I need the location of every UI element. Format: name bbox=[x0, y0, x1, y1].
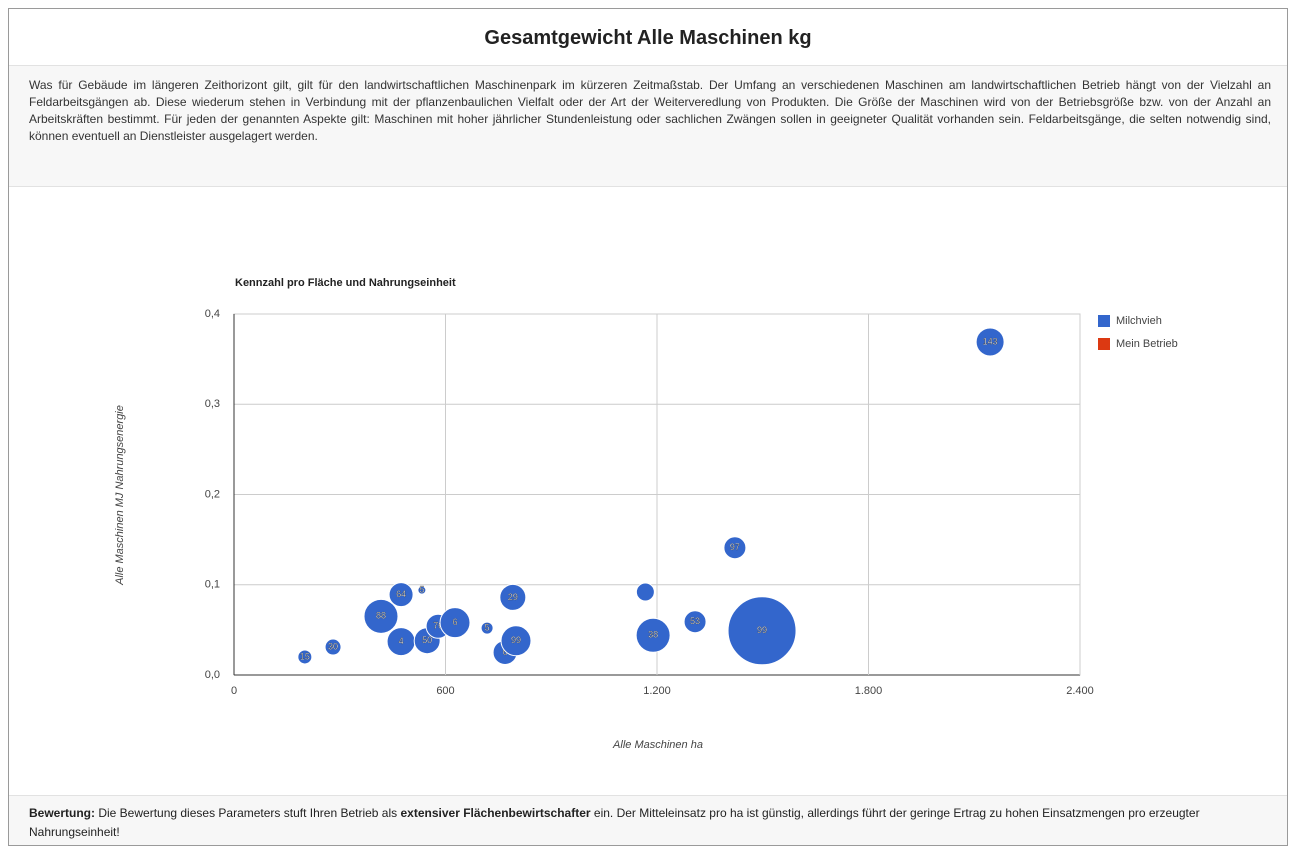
x-tick-label: 1.200 bbox=[643, 685, 671, 697]
x-tick-label: 600 bbox=[436, 685, 454, 697]
bubble bbox=[500, 625, 532, 657]
bubble-label: 6 bbox=[503, 647, 508, 657]
bubble-label: 29 bbox=[508, 592, 518, 602]
bubble bbox=[975, 327, 1005, 357]
bubble bbox=[635, 582, 655, 602]
y-tick-label: 0,4 bbox=[205, 308, 220, 320]
chart-title: Kennzahl pro Fläche und Nahrungseinheit bbox=[235, 277, 456, 289]
bubble-label: 99 bbox=[511, 635, 521, 645]
legend-label: Milchvieh bbox=[1116, 315, 1162, 327]
y-tick-label: 0,3 bbox=[205, 398, 220, 410]
bubble bbox=[388, 582, 414, 608]
y-tick-label: 0,2 bbox=[205, 488, 220, 500]
rating-text: ein. Der Mitteleinsatz pro ha ist günsti… bbox=[29, 806, 1200, 839]
bubble-label: 15 bbox=[300, 651, 310, 661]
bubble-label: 50 bbox=[422, 635, 432, 645]
x-axis-label: Alle Maschinen ha bbox=[612, 739, 703, 751]
description: Was für Gebäude im längeren Zeithorizont… bbox=[9, 65, 1287, 187]
bubble bbox=[297, 649, 313, 665]
bubble bbox=[324, 638, 342, 656]
bubble bbox=[417, 585, 427, 595]
rating-label: Bewertung: bbox=[29, 806, 95, 820]
bubble bbox=[683, 610, 707, 634]
bubble-label: 143 bbox=[983, 336, 998, 346]
bubble-label: 88 bbox=[376, 611, 386, 621]
bubble-label: 4 bbox=[399, 636, 404, 646]
legend-swatch bbox=[1098, 338, 1110, 350]
x-tick-label: 2.400 bbox=[1066, 685, 1094, 697]
bubble-label: 6 bbox=[453, 617, 458, 627]
rating-highlight: extensiver Flächenbewirtschafter bbox=[400, 806, 591, 820]
bubble bbox=[635, 617, 671, 653]
y-tick-label: 0,0 bbox=[205, 669, 220, 681]
bubble-label: 53 bbox=[690, 616, 700, 626]
bubble bbox=[363, 598, 399, 634]
page-title: Gesamtgewicht Alle Maschinen kg bbox=[484, 27, 812, 49]
bubble bbox=[480, 621, 494, 635]
y-axis-label: Alle Maschinen MJ Nahrungsenergie bbox=[114, 405, 126, 586]
bubble bbox=[499, 583, 527, 611]
bubble-label: 99 bbox=[757, 625, 767, 635]
x-tick-label: 0 bbox=[231, 685, 237, 697]
bubble-label: 97 bbox=[730, 542, 740, 552]
bubble bbox=[727, 596, 797, 666]
bubble-label: 38 bbox=[648, 630, 658, 640]
bubble-label: 30 bbox=[328, 641, 338, 651]
page-frame: Gesamtgewicht Alle Maschinen kg Was für … bbox=[8, 8, 1288, 846]
bubble bbox=[439, 607, 471, 639]
bubble-label: 76 bbox=[433, 621, 443, 631]
legend-label: Mein Betrieb bbox=[1116, 338, 1178, 350]
bubble-label: 5 bbox=[419, 585, 424, 595]
y-tick-label: 0,1 bbox=[205, 579, 220, 591]
rating-text: Die Bewertung dieses Parameters stuft Ih… bbox=[95, 806, 401, 820]
bubble bbox=[723, 536, 747, 560]
bubble-label: 5 bbox=[485, 622, 490, 632]
rating-box: Bewertung: Die Bewertung dieses Paramete… bbox=[9, 795, 1287, 845]
bubble-label: 64 bbox=[396, 589, 406, 599]
legend-swatch bbox=[1098, 315, 1110, 327]
x-tick-label: 1.800 bbox=[855, 685, 883, 697]
chart: Kennzahl pro Fläche und Nahrungseinheit … bbox=[114, 277, 1178, 751]
